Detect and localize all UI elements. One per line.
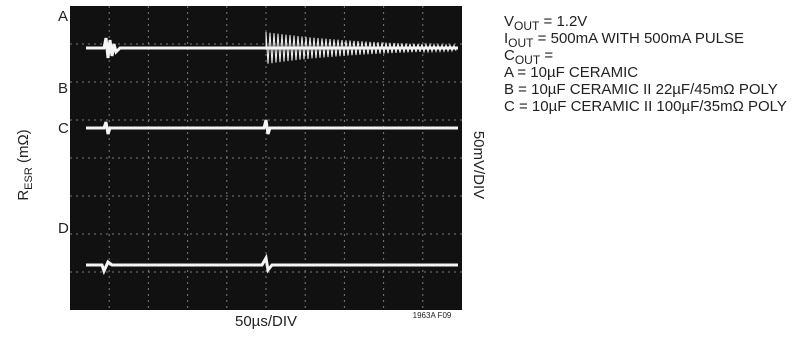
trace-a-ringing <box>265 31 457 64</box>
channel-label: B <box>58 80 68 97</box>
legend-line: COUT = <box>504 47 553 67</box>
trace-d <box>86 253 458 276</box>
trace-c <box>86 119 458 135</box>
legend-line: C = 10µF CERAMIC II 100µF/35mΩ POLY <box>504 98 787 115</box>
right-axis-label: 50mV/DIV <box>470 131 487 199</box>
channel-label: A <box>58 8 68 25</box>
legend-line: B = 10µF CERAMIC II 22µF/45mΩ POLY <box>504 81 778 98</box>
channel-label: C <box>58 120 69 137</box>
y-axis-label: RESR (mΩ) <box>15 129 35 200</box>
legend-line: VOUT = 1.2V <box>504 13 587 33</box>
traces <box>86 31 458 276</box>
legend-line: IOUT = 500mA WITH 500mA PULSE <box>504 30 744 50</box>
legend-line: A = 10µF CERAMIC <box>504 64 638 81</box>
trace-a <box>86 37 266 59</box>
figure-id: 1963A F09 <box>413 311 452 320</box>
channel-label: D <box>58 220 69 237</box>
x-axis-label: 50µs/DIV <box>235 313 297 330</box>
